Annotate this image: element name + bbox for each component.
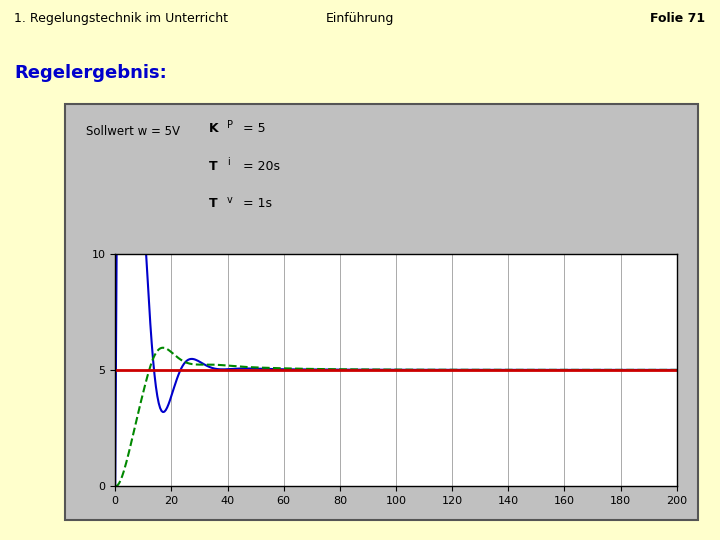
Text: T: T — [209, 159, 217, 173]
Text: = 20s: = 20s — [239, 159, 280, 173]
Text: 1. Regelungstechnik im Unterricht: 1. Regelungstechnik im Unterricht — [14, 12, 228, 25]
Text: P: P — [227, 119, 233, 130]
Text: Regelergebnis:: Regelergebnis: — [14, 64, 167, 83]
Text: Einführung: Einführung — [326, 12, 394, 25]
FancyBboxPatch shape — [65, 105, 698, 520]
Text: = 1s: = 1s — [239, 197, 272, 210]
Text: = 5: = 5 — [239, 122, 266, 135]
Text: Folie 71: Folie 71 — [650, 12, 706, 25]
Text: Sollwert w = 5V: Sollwert w = 5V — [86, 125, 181, 138]
Text: v: v — [227, 194, 233, 205]
Text: i: i — [227, 157, 230, 167]
Text: T: T — [209, 197, 217, 210]
Text: K: K — [209, 122, 218, 135]
